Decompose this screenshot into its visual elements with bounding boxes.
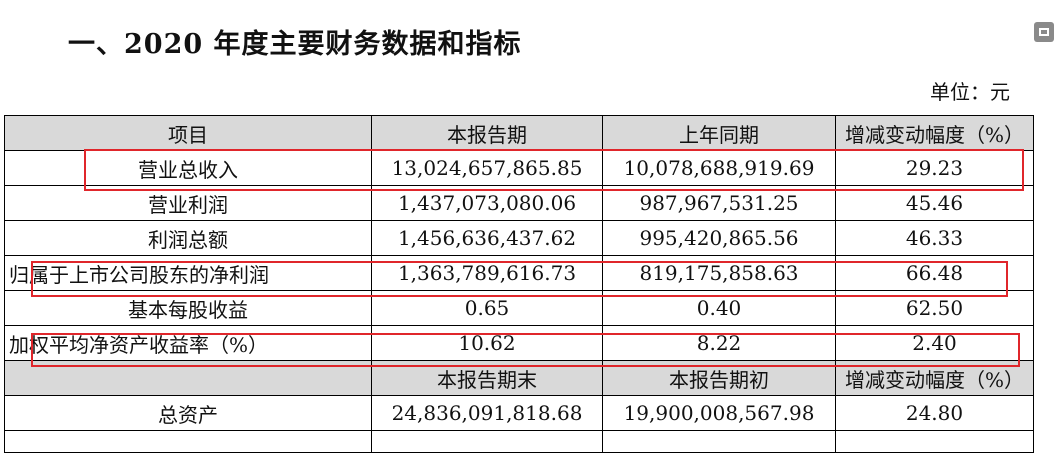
unit-label: 单位：元 <box>930 80 1010 104</box>
row-current: 13,024,657,865.85 <box>371 150 603 186</box>
row-current: 0.65 <box>371 290 603 326</box>
row-change: 2.40 <box>835 325 1034 361</box>
row-prior: 987,967,531.25 <box>602 185 836 221</box>
table-row: 加权平均净资产收益率（%） 10.62 8.22 2.40 <box>4 325 1034 361</box>
table-subheader-row: 本报告期末 本报告期初 增减变动幅度（%） <box>4 360 1034 396</box>
row-change: 29.23 <box>835 150 1034 186</box>
row-current: 1,363,789,616.73 <box>371 255 603 291</box>
table-row: 总资产 24,836,091,818.68 19,900,008,567.98 … <box>4 395 1034 431</box>
header-item: 项目 <box>4 115 372 151</box>
table-header-row: 项目 本报告期 上年同期 增减变动幅度（%） <box>4 115 1034 151</box>
row-change: 46.33 <box>835 220 1034 256</box>
header-change-pct: 增减变动幅度（%） <box>835 115 1034 151</box>
subheader-change-pct: 增减变动幅度（%） <box>835 360 1034 396</box>
window-restore-icon[interactable] <box>1034 22 1054 42</box>
table-row: 营业利润 1,437,073,080.06 987,967,531.25 45.… <box>4 185 1034 221</box>
row-current: 10.62 <box>371 325 603 361</box>
row-item: 基本每股收益 <box>4 290 372 326</box>
header-current-period: 本报告期 <box>371 115 603 151</box>
table-row: 基本每股收益 0.65 0.40 62.50 <box>4 290 1034 326</box>
row-prior: 995,420,865.56 <box>602 220 836 256</box>
row-item: 利润总额 <box>4 220 372 256</box>
table-row: 利润总额 1,456,636,437.62 995,420,865.56 46.… <box>4 220 1034 256</box>
subheader-item <box>4 360 372 396</box>
row-item: 加权平均净资产收益率（%） <box>4 325 372 361</box>
row-item: 营业总收入 <box>4 150 372 186</box>
row-item: 归属于上市公司股东的净利润 <box>4 255 372 291</box>
row-change: 45.46 <box>835 185 1034 221</box>
row-prior: 19,900,008,567.98 <box>602 395 836 431</box>
table-row: 归属于上市公司股东的净利润 1,363,789,616.73 819,175,8… <box>4 255 1034 291</box>
subheader-period-end: 本报告期末 <box>371 360 603 396</box>
subheader-period-start: 本报告期初 <box>602 360 836 396</box>
row-prior: 0.40 <box>602 290 836 326</box>
row-current: 24,836,091,818.68 <box>371 395 603 431</box>
row-change: 66.48 <box>835 255 1034 291</box>
row-item: 总资产 <box>4 395 372 431</box>
row-change: 62.50 <box>835 290 1034 326</box>
financial-data-table: 项目 本报告期 上年同期 增减变动幅度（%） 营业总收入 13,024,657,… <box>4 115 1034 453</box>
row-current: 1,456,636,437.62 <box>371 220 603 256</box>
header-prior-period: 上年同期 <box>602 115 836 151</box>
row-change: 24.80 <box>835 395 1034 431</box>
page-title: 一、2020 年度主要财务数据和指标 <box>68 29 522 60</box>
row-prior: 10,078,688,919.69 <box>602 150 836 186</box>
row-prior: 8.22 <box>602 325 836 361</box>
table-row: 营业总收入 13,024,657,865.85 10,078,688,919.6… <box>4 150 1034 186</box>
row-current: 1,437,073,080.06 <box>371 185 603 221</box>
row-item: 营业利润 <box>4 185 372 221</box>
row-prior: 819,175,858.63 <box>602 255 836 291</box>
